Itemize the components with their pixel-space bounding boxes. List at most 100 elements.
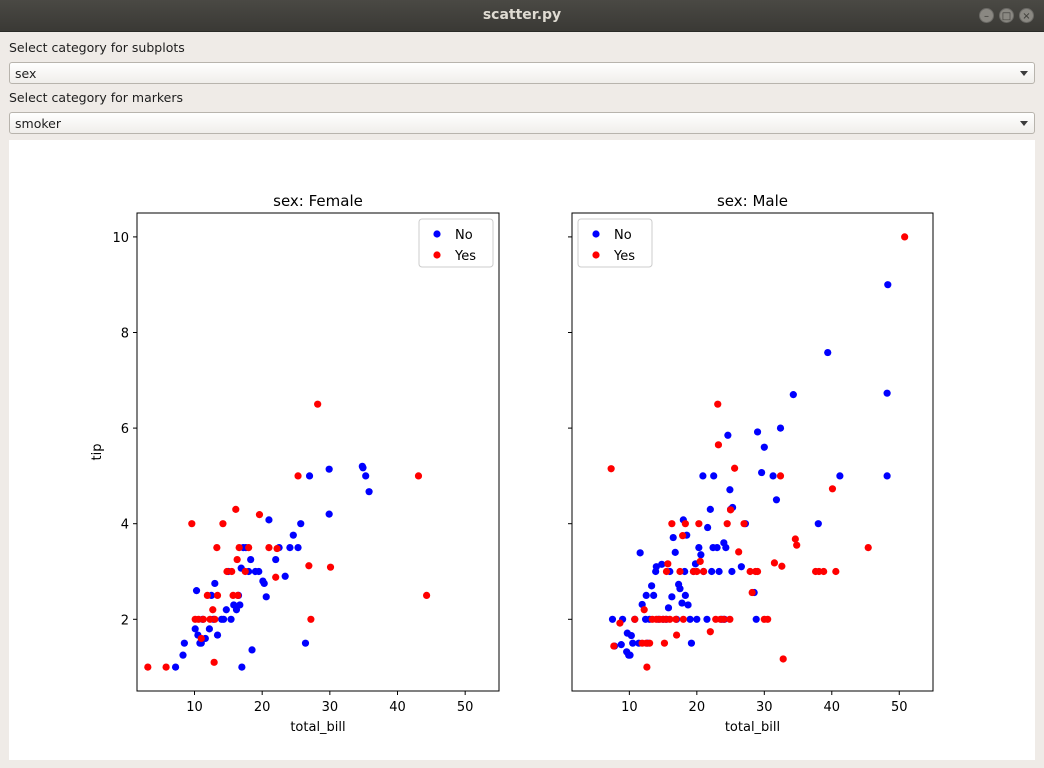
panel-2-point-yes [631,615,639,623]
panel-1-point-yes [423,591,431,599]
panel-1-x-tick-label: 30 [322,700,339,715]
panel-1-point-no [205,625,213,633]
panel-2-point-no [642,591,650,599]
panel-2-point-yes [706,628,714,636]
panel-1-point-yes [314,400,322,408]
panel-1-point-yes [414,472,423,480]
panel-2-point-no [658,560,666,568]
panel-1-point-no [179,651,187,659]
panel-2-point-no [704,523,712,532]
panel-2-point-no [706,505,714,513]
chevron-down-icon [1020,121,1028,126]
panel-2-point-no [824,348,832,357]
panel-1-point-yes [234,591,242,599]
panel-2-point-no [884,281,892,289]
panel-2-legend-label-yes: Yes [613,249,635,264]
panel-1-point-yes [273,544,281,553]
panel-2-point-yes [778,562,786,570]
scatter-figure: sex: Female 10 20 30 40 50 2 4 6 8 10 total_bill tip… [90,192,934,735]
panel-2-point-yes [720,615,728,623]
panel-2-point-yes [746,567,754,576]
panel-2-point-no [684,601,692,609]
panel-2-point-no [703,615,711,623]
panel-2-point-no [753,428,762,436]
panel-2-point-yes [776,472,785,480]
panel-1-point-yes [211,615,219,623]
panel-1-point-no [294,544,302,552]
panel-2-point-no [710,472,718,480]
panel-2-point-no [769,472,777,480]
panel-2-point-no [608,615,617,623]
panel-1-point-no [362,472,370,480]
panel-1-point-yes [213,591,222,599]
panel-2-point-yes [714,400,722,408]
panel-2-point-no [708,567,716,576]
panel-1-point-yes [209,606,217,614]
panel-2-point-no [668,593,676,601]
panel-2-legend-marker-yes [592,251,600,259]
panel-2-point-no [693,615,701,623]
panel-2-point-yes [616,619,624,627]
panel-1-point-no [220,615,228,623]
panel-1-point-no [238,663,246,671]
panel-2-point-yes [699,567,708,576]
panel-1-point-no [297,520,305,528]
panel-2-point-no [648,582,656,590]
panel-2-x-tick-label: 50 [891,700,908,715]
panel-1-point-no [255,567,263,576]
panel-2-x-tick-label: 10 [621,700,638,715]
panel-2-point-no [629,639,637,647]
window-title: scatter.py [482,7,562,23]
panel-1-point-yes [265,544,273,552]
panel-2-x-axis-label: total_bill [725,720,780,735]
minimize-icon[interactable]: – [979,8,994,23]
panel-2-point-no [760,443,768,451]
panel-1-point-yes [307,615,315,623]
panel-1-y-tick-label: 6 [121,422,129,437]
maximize-icon[interactable]: □ [999,8,1014,23]
panel-2-point-yes [664,560,672,568]
panel-2-point-yes [640,606,648,614]
panel-2-point-yes [828,485,837,493]
markers-category-select[interactable]: smoker [9,112,1035,134]
panel-1-point-no [262,593,270,601]
panel-2-point-no [699,472,707,480]
panel-2-point-no [664,604,673,612]
close-icon[interactable]: × [1019,8,1034,23]
panel-1-point-no [211,579,219,588]
panel-1-title: sex: Female [273,192,363,210]
panel-2-point-no [724,431,732,439]
panel-1-point-no [281,572,289,580]
panel-2-point-yes [643,663,651,671]
panel-2-point-yes [748,588,756,597]
panel-1-legend-label-no: No [455,228,473,243]
panel-1-axes-frame [136,212,500,692]
panel-2-point-yes [779,655,787,663]
panel-1-point-no [359,464,367,472]
panel-2-legend-label-no: No [614,228,632,243]
panel-2-point-no [883,472,891,480]
panel-1-point-yes [255,511,264,519]
panel-1-point-yes [235,544,243,552]
panel-2-point-yes [660,639,669,647]
subplots-category-select[interactable]: sex [9,62,1035,84]
panel-2-point-yes [610,642,618,650]
panel-1-legend-label-yes: Yes [454,249,476,264]
panel-2-point-yes [731,464,739,472]
title-bar[interactable]: scatter.py – □ × [0,0,1044,32]
panel-1-point-no [365,488,373,496]
panel-1-point-yes [232,505,240,513]
panel-2-point-yes [753,567,762,576]
panel-1-x-axis-label: total_bill [290,720,345,735]
panel-1-y-axis-label: tip [90,444,105,461]
panel-1-point-yes [197,634,205,643]
panel-2-x-tick-label: 20 [689,700,706,715]
panel-1-point-yes [228,567,236,576]
panel-2-point-yes [679,615,687,623]
panel-2-point-yes [735,548,743,556]
panel-2-point-no [715,567,723,576]
panel-2-point-no [789,391,797,399]
subplots-category-value: sex [15,66,37,81]
panel-1-x-tick-label: 10 [186,700,203,715]
panel-1-point-yes [213,544,221,552]
